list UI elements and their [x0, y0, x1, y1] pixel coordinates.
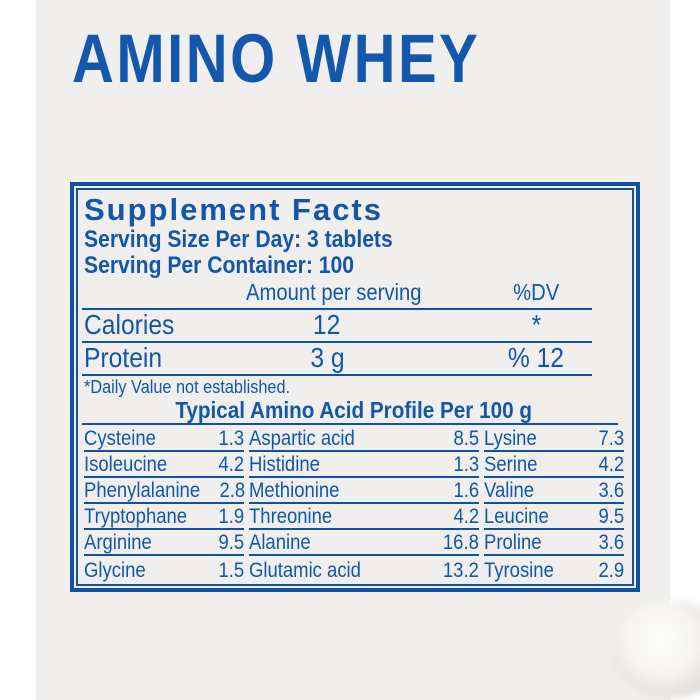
amino-value: 9.5	[218, 531, 244, 554]
amino-name: Aspartic acid	[249, 427, 355, 450]
amino-value: 2.9	[598, 559, 624, 582]
amino-value: 1.3	[453, 453, 479, 476]
supplement-facts-heading: Supplement Facts	[84, 192, 383, 227]
amino-cell: Arginine 9.5	[84, 530, 244, 556]
amino-value: 16.8	[443, 531, 479, 554]
amino-name: Histidine	[249, 453, 320, 476]
amino-value: 4.2	[218, 453, 244, 476]
amino-name: Glutamic acid	[249, 559, 361, 582]
amino-name: Proline	[484, 531, 542, 554]
amino-cell: Aspartic acid 8.5	[249, 426, 479, 452]
white-tablet-photo	[612, 600, 700, 698]
amino-cell: Valine 3.6	[484, 478, 624, 504]
amino-value: 1.5	[218, 559, 244, 582]
amino-cell: Isoleucine 4.2	[84, 452, 244, 478]
amino-cell: Alanine 16.8	[249, 530, 479, 556]
amino-cell: Tyrosine 2.9	[484, 556, 624, 582]
fact-name: Calories	[84, 309, 175, 340]
amino-row: Glycine 1.5 Glutamic acid 13.2 Tyrosine 2.9	[84, 556, 624, 582]
amino-cell: Phenylalanine 2.8	[84, 478, 246, 504]
amino-name: Glycine	[84, 559, 146, 582]
supplement-facts-panel: Supplement Facts Serving Size Per Day: 3…	[70, 182, 640, 592]
amino-value: 3.6	[598, 531, 624, 554]
amino-cell: Threonine 4.2	[249, 504, 479, 530]
amino-name: Arginine	[84, 531, 152, 554]
amount-per-serving-header: Amount per serving	[246, 279, 422, 305]
amino-row: Tryptophane 1.9 Threonine 4.2 Leucine 9.5	[84, 504, 624, 530]
fact-amount: 3 g	[309, 342, 345, 373]
amino-row: Phenylalanine 2.8 Methionine 1.6 Valine 3.6	[84, 478, 624, 504]
amino-name: Cysteine	[84, 427, 156, 450]
amino-name: Methionine	[249, 479, 340, 502]
amino-name: Phenylalanine	[84, 479, 201, 502]
percent-dv-header: %DV	[512, 279, 560, 305]
fact-dv: *	[531, 309, 541, 340]
amino-name: Isoleucine	[84, 453, 168, 476]
amino-name: Threonine	[249, 505, 333, 528]
amino-name: Leucine	[484, 505, 549, 528]
amino-acid-table: Cysteine 1.3 Aspartic acid 8.5 Lysine 7.3 Isol…	[84, 426, 624, 582]
photo-background	[36, 0, 670, 700]
amino-cell: Methionine 1.6	[249, 478, 479, 504]
amino-value: 2.8	[219, 479, 246, 502]
amino-row: Cysteine 1.3 Aspartic acid 8.5 Lysine 7.3	[84, 426, 624, 452]
divider	[82, 374, 592, 376]
amino-name: Serine	[484, 453, 538, 476]
amino-value: 1.3	[218, 427, 244, 450]
product-title: AMINO WHEY	[72, 20, 481, 97]
divider	[82, 341, 592, 343]
protein-row: Protein 3 g % 12	[84, 343, 624, 374]
amino-cell: Leucine 9.5	[484, 504, 624, 530]
divider	[82, 308, 592, 310]
fact-name: Protein	[84, 342, 163, 373]
amino-cell: Cysteine 1.3	[84, 426, 244, 452]
amino-cell: Tryptophane 1.9	[84, 504, 244, 530]
calories-row: Calories 12 *	[84, 310, 624, 341]
daily-value-footnote: *Daily Value not established.	[84, 376, 291, 397]
amino-profile-heading: Typical Amino Acid Profile Per 100 g	[175, 397, 533, 423]
amino-value: 8.5	[453, 427, 479, 450]
serving-size-line: Serving Size Per Day: 3 tablets	[84, 226, 393, 253]
amino-value: 9.5	[598, 505, 624, 528]
amino-row: Isoleucine 4.2 Histidine 1.3 Serine 4.2	[84, 452, 624, 478]
amino-row: Arginine 9.5 Alanine 16.8 Proline 3.6	[84, 530, 624, 556]
amino-value: 4.2	[598, 453, 624, 476]
amino-name: Alanine	[249, 531, 311, 554]
amino-value: 4.2	[453, 505, 479, 528]
amino-value: 1.9	[218, 505, 244, 528]
amino-cell: Glutamic acid 13.2	[249, 556, 479, 582]
amino-name: Valine	[484, 479, 535, 502]
amino-value: 7.3	[598, 427, 624, 450]
amino-value: 13.2	[443, 559, 479, 582]
amino-cell: Glycine 1.5	[84, 556, 244, 582]
amino-name: Lysine	[484, 427, 537, 450]
supplement-facts-inner: Supplement Facts Serving Size Per Day: 3…	[76, 188, 634, 586]
amino-value: 3.6	[598, 479, 624, 502]
amino-cell: Lysine 7.3	[484, 426, 624, 452]
amino-cell: Histidine 1.3	[249, 452, 479, 478]
amino-value: 1.6	[453, 479, 479, 502]
amino-name: Tyrosine	[484, 559, 554, 582]
fact-dv: % 12	[507, 342, 565, 373]
fact-amount: 12	[313, 309, 341, 340]
servings-per-container-line: Serving Per Container: 100	[84, 252, 354, 279]
divider	[82, 423, 618, 425]
amino-cell: Serine 4.2	[484, 452, 624, 478]
amino-cell: Proline 3.6	[484, 530, 624, 556]
facts-header-row: Amount per serving %DV	[84, 279, 624, 308]
amino-name: Tryptophane	[84, 505, 188, 528]
